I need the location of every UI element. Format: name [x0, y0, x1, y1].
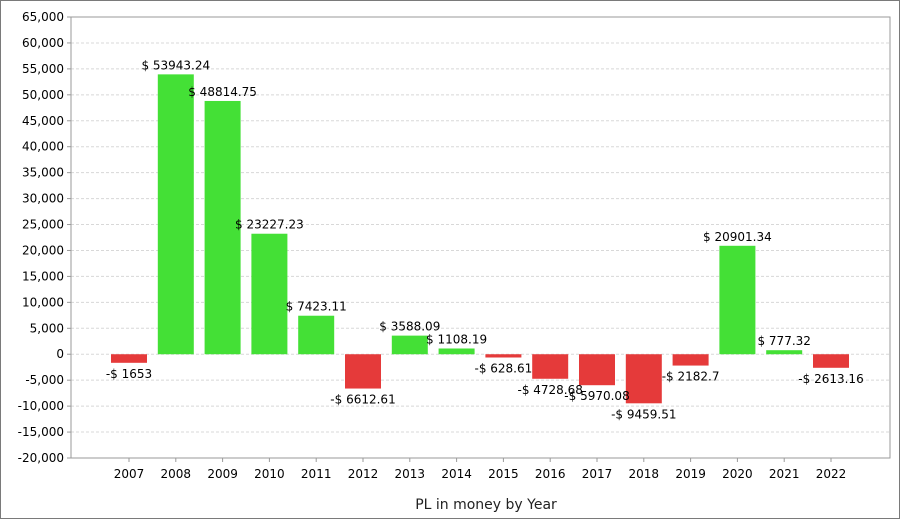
data-label-2011: $ 7423.11: [286, 300, 347, 314]
x-axis-title: PL in money by Year: [415, 497, 557, 513]
y-tick-label: 30,000: [22, 192, 64, 206]
bar-2012: [345, 354, 381, 389]
x-tick-label-2021: 2021: [769, 467, 800, 481]
x-tick-label-2012: 2012: [348, 467, 379, 481]
y-tick-label: 55,000: [22, 62, 64, 76]
bar-2017: [579, 354, 615, 386]
bar-2013: [391, 335, 428, 355]
data-label-2010: $ 23227.23: [235, 218, 304, 232]
y-tick-labels: 65,000 60,000 55,000 50,000 45,000 40,000 35,0…: [18, 10, 64, 465]
y-tick-label: 65,000: [22, 10, 64, 24]
data-label-2007: -$ 1653: [106, 367, 152, 381]
x-tick-label-2019: 2019: [675, 467, 706, 481]
data-label-2022: -$ 2613.16: [798, 372, 863, 386]
bar-2014: [438, 348, 475, 355]
bar-2020: [719, 245, 756, 355]
bar-2016: [532, 354, 569, 379]
y-tick-label: 10,000: [22, 295, 64, 309]
bar-2011: [298, 315, 335, 355]
y-tick-label: 15,000: [22, 269, 64, 283]
x-tick-label-2015: 2015: [488, 467, 519, 481]
y-tick-label: 0: [56, 347, 64, 361]
bar-2010: [251, 233, 288, 355]
bar-2015: [485, 354, 522, 358]
x-tick-label-2020: 2020: [722, 467, 753, 481]
bar-2021: [766, 350, 803, 355]
x-tick-label-2022: 2022: [816, 467, 847, 481]
x-tick-label-2013: 2013: [395, 467, 426, 481]
data-label-2014: $ 1108.19: [426, 332, 487, 346]
x-tick-label-2014: 2014: [441, 467, 472, 481]
plot-area-border: [70, 16, 891, 459]
x-tick-label-2016: 2016: [535, 467, 566, 481]
x-tick-label-2010: 2010: [254, 467, 285, 481]
bars: [111, 74, 849, 404]
bar-2008: [157, 74, 194, 355]
data-label-2019: -$ 2182.7: [662, 370, 720, 384]
data-label-2018: -$ 9459.51: [611, 407, 676, 421]
y-tick-label: 25,000: [22, 218, 64, 232]
x-tick-labels: 2007 2008 2009 2010 2011 2012 2013 2014 2015 2016…: [114, 467, 847, 481]
y-tick-label: 50,000: [22, 88, 64, 102]
data-label-2015: -$ 628.61: [475, 361, 533, 375]
y-tick-label: -15,000: [18, 425, 64, 439]
bar-2009: [204, 100, 241, 355]
x-tick-label-2017: 2017: [582, 467, 613, 481]
data-label-2008: $ 53943.24: [141, 58, 210, 72]
y-tick-label: 45,000: [22, 114, 64, 128]
data-label-2013: $ 3588.09: [379, 320, 440, 334]
axis-layer: [67, 16, 891, 462]
y-tick-label: 60,000: [22, 36, 64, 50]
x-tick-label-2007: 2007: [114, 467, 145, 481]
y-tick-label: -5,000: [25, 373, 64, 387]
data-label-2016: -$ 4728.68: [517, 383, 582, 397]
data-label-2020: $ 20901.34: [703, 230, 772, 244]
x-tick-label-2018: 2018: [629, 467, 660, 481]
x-tick-label-2009: 2009: [207, 467, 238, 481]
data-labels: -$ 1653 $ 53943.24 $ 48814.75 $ 23227.23 $ 7…: [106, 58, 864, 421]
bar-2018: [625, 354, 662, 404]
bar-2022: [813, 354, 849, 368]
data-label-2009: $ 48814.75: [188, 85, 257, 99]
data-label-2017: -$ 5970.08: [564, 389, 629, 403]
bar-2019: [672, 354, 709, 366]
y-tick-label: 40,000: [22, 140, 64, 154]
y-tick-label: 35,000: [22, 166, 64, 180]
y-tick-label: 5,000: [30, 321, 64, 335]
x-tick-label-2011: 2011: [301, 467, 332, 481]
bar-2007: [111, 354, 147, 363]
y-tick-label: -10,000: [18, 399, 64, 413]
data-label-2012: -$ 6612.61: [330, 393, 395, 407]
y-tick-label: 20,000: [22, 243, 64, 257]
data-label-2021: $ 777.32: [757, 334, 810, 348]
y-tick-label: -20,000: [18, 451, 64, 465]
x-tick-label-2008: 2008: [161, 467, 192, 481]
